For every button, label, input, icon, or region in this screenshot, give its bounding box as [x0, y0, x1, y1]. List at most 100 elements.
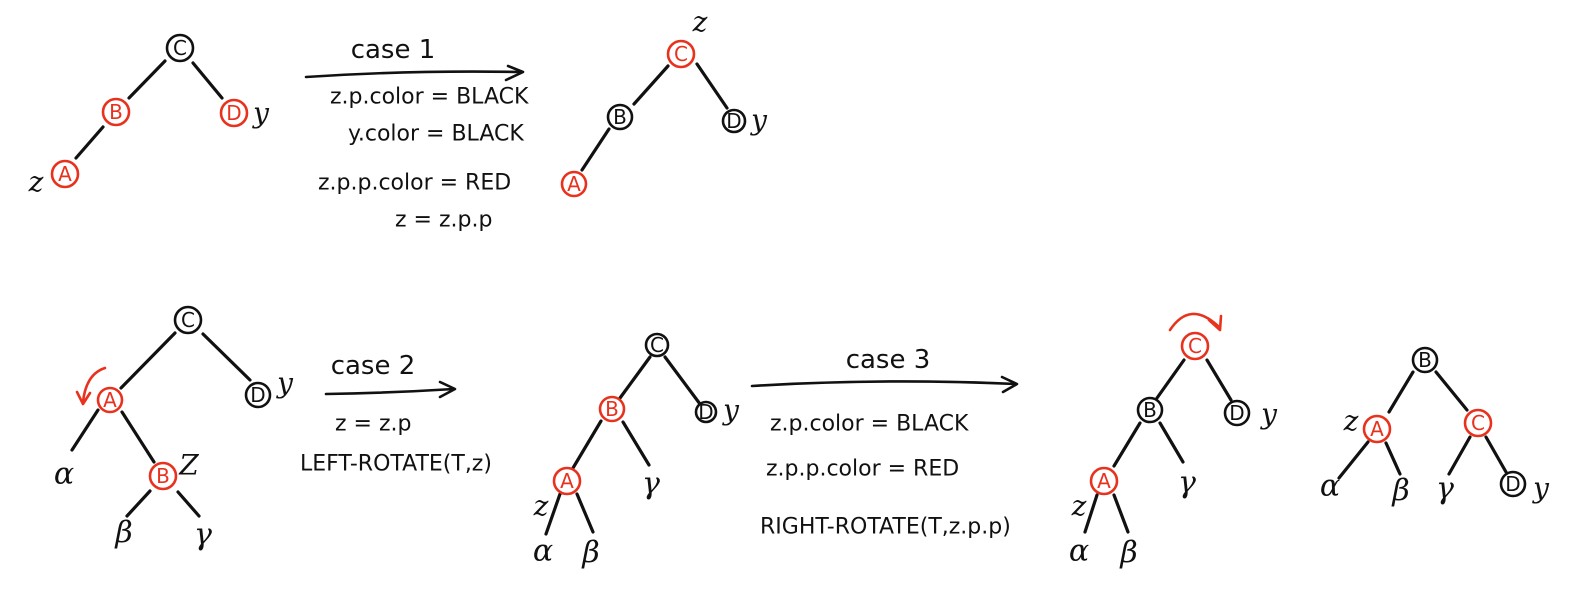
label-beta: β: [1391, 474, 1409, 509]
edge: [663, 355, 702, 406]
edge: [1158, 421, 1185, 464]
svg-text:D: D: [1229, 401, 1244, 425]
arrow-head: [1000, 375, 1019, 394]
node-b: B: [101, 97, 131, 127]
arrow-head: [504, 64, 525, 82]
tree-4: C B D A y z γ α β: [533, 332, 740, 571]
node-a: A: [560, 170, 588, 198]
label-beta: β: [114, 516, 132, 551]
edge: [618, 355, 652, 400]
case-1-label: case 1: [351, 35, 436, 65]
edge: [621, 420, 651, 467]
node-d: D: [1499, 470, 1527, 498]
case-1-transition: case 1 z.p.color = BLACK y.color = BLACK…: [304, 35, 529, 233]
svg-text:B: B: [1418, 348, 1432, 372]
edge: [1205, 358, 1233, 402]
svg-text:D: D: [226, 101, 241, 125]
edge: [580, 127, 611, 172]
edge: [1384, 441, 1402, 476]
case-2-label: case 2: [331, 351, 416, 381]
label-gamma: γ: [194, 518, 212, 553]
svg-text:C: C: [674, 42, 688, 66]
node-b: B: [598, 395, 626, 423]
edge: [120, 410, 156, 464]
label-beta: β: [1119, 536, 1137, 571]
case-2-cond: LEFT-ROTATE(T,z): [300, 452, 492, 477]
svg-text:D: D: [698, 400, 713, 424]
edge: [201, 332, 252, 382]
node-a: A: [1362, 414, 1392, 444]
node-a: A: [50, 159, 80, 189]
svg-text:C: C: [181, 308, 195, 332]
label-y: y: [749, 104, 768, 137]
rotate-left-arrow: [81, 366, 107, 404]
edge: [571, 419, 603, 470]
edge: [1484, 435, 1508, 474]
edge: [1112, 421, 1142, 468]
label-alpha: α: [533, 534, 553, 569]
edge: [1447, 435, 1472, 476]
svg-text:D: D: [250, 383, 265, 407]
tree-1: C B D A y z: [28, 33, 270, 199]
tree-3: C A D B y Z α β γ: [54, 305, 294, 553]
node-c: C: [165, 33, 195, 63]
edge: [191, 61, 224, 100]
label-gamma: γ: [642, 467, 660, 502]
label-gamma: γ: [1178, 466, 1196, 501]
svg-text:A: A: [103, 388, 117, 412]
svg-text:A: A: [560, 469, 574, 493]
case-2-cond: z = z.p: [335, 412, 411, 437]
label-y: y: [1259, 398, 1278, 431]
label-beta: β: [581, 536, 599, 571]
label-y: y: [251, 97, 270, 130]
label-z: z: [1071, 490, 1087, 523]
label-alpha: α: [1320, 469, 1340, 504]
node-a: A: [1089, 466, 1119, 496]
svg-text:A: A: [58, 162, 72, 186]
svg-text:D: D: [726, 109, 741, 133]
svg-text:B: B: [1143, 398, 1157, 422]
svg-text:C: C: [1188, 334, 1202, 358]
case-3-transition: case 3 z.p.color = BLACK z.p.p.color = R…: [750, 345, 1019, 540]
edge: [125, 489, 152, 518]
node-d: D: [219, 98, 249, 128]
node-c: C: [1463, 408, 1493, 438]
svg-text:B: B: [156, 464, 170, 488]
svg-text:C: C: [1471, 411, 1485, 435]
edge: [1387, 370, 1415, 414]
node-d: D: [1223, 399, 1251, 427]
node-c: C: [666, 39, 696, 69]
label-y: y: [275, 367, 294, 400]
rotate-right-arrow: [1207, 314, 1223, 332]
edge: [1112, 493, 1130, 534]
label-z: z: [692, 6, 708, 39]
label-z: Z: [178, 449, 199, 482]
label-gamma: γ: [1436, 472, 1454, 507]
case-1-cond: y.color = BLACK: [348, 122, 524, 147]
case-3-cond: z.p.p.color = RED: [766, 457, 959, 482]
edge: [1434, 370, 1469, 412]
arrow-line: [324, 387, 456, 396]
label-y: y: [721, 394, 740, 427]
svg-text:A: A: [1097, 469, 1111, 493]
edge: [575, 492, 595, 534]
label-z: z: [533, 490, 549, 523]
label-alpha: α: [1069, 534, 1089, 569]
svg-text:A: A: [1370, 417, 1384, 441]
label-z: z: [28, 166, 44, 199]
node-a: A: [96, 386, 124, 414]
svg-text:A: A: [567, 172, 581, 196]
node-b: B: [606, 103, 634, 131]
svg-text:C: C: [173, 36, 187, 60]
tree-6: B A C D z y α β γ: [1320, 346, 1550, 509]
svg-text:B: B: [613, 105, 627, 129]
svg-text:C: C: [650, 333, 664, 357]
label-z: z: [1343, 405, 1359, 438]
edge: [119, 331, 177, 390]
label-alpha: α: [54, 457, 74, 492]
node-c: C: [1180, 331, 1210, 361]
edge: [1083, 493, 1099, 534]
node-b: B: [1136, 396, 1164, 424]
edge: [1337, 440, 1370, 480]
